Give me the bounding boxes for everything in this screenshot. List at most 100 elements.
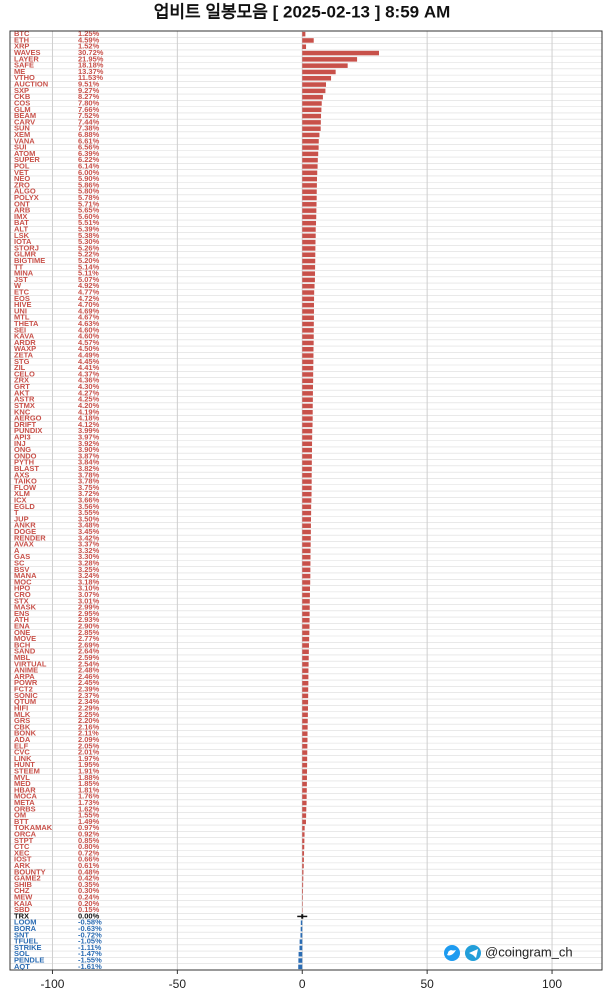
- bar: [302, 265, 316, 270]
- bar: [302, 170, 318, 176]
- value-label: 3.90%: [78, 445, 100, 454]
- bar: [302, 372, 314, 377]
- bar: [302, 454, 312, 459]
- category-label: MTL: [14, 313, 30, 322]
- bar: [302, 706, 308, 711]
- x-tick-label: 0: [299, 977, 306, 991]
- category-label: SAND: [14, 647, 36, 656]
- bar: [302, 38, 314, 43]
- value-label: 30.72%: [78, 48, 104, 57]
- value-label: 3.50%: [78, 514, 100, 523]
- value-label: 4.36%: [78, 376, 100, 385]
- bar: [302, 800, 307, 806]
- value-label: 4.69%: [78, 306, 100, 315]
- bar: [302, 151, 319, 157]
- bar: [302, 781, 307, 787]
- bar: [302, 466, 312, 472]
- category-label: JST: [14, 275, 28, 284]
- category-label: KNC: [14, 407, 31, 416]
- bar: [302, 523, 311, 528]
- category-label: VIRTUAL: [14, 659, 47, 668]
- bar: [302, 309, 314, 314]
- category-label: MEW: [14, 893, 33, 902]
- category-label: XEM: [14, 130, 30, 139]
- bar: [302, 378, 314, 384]
- category-label: STMX: [14, 401, 35, 410]
- bar: [302, 63, 348, 68]
- bar: [302, 296, 315, 302]
- value-label: 3.75%: [78, 483, 100, 492]
- category-label: MINA: [14, 269, 34, 278]
- bar: [302, 290, 315, 295]
- category-label: LSK: [14, 231, 30, 240]
- x-tick-label: 100: [542, 977, 562, 991]
- value-label: 5.39%: [78, 224, 100, 233]
- category-label: HIVE: [14, 300, 32, 309]
- value-label: 0.97%: [78, 823, 100, 832]
- category-label: STRIKE: [14, 943, 42, 952]
- value-label: 1.52%: [78, 42, 100, 51]
- value-label: 0.80%: [78, 842, 100, 851]
- value-label: 9.51%: [78, 80, 100, 89]
- category-label: ARB: [14, 206, 31, 215]
- bar: [302, 94, 323, 100]
- category-label: MANA: [14, 571, 37, 580]
- category-label: SHIB: [14, 880, 33, 889]
- bar: [302, 113, 322, 119]
- value-label: 0.92%: [78, 829, 100, 838]
- category-label: STEEM: [14, 766, 40, 775]
- value-label: 3.28%: [78, 559, 100, 568]
- category-label: ETH: [14, 35, 29, 44]
- value-label: 4.59%: [78, 35, 100, 44]
- category-label: STX: [14, 596, 29, 605]
- category-label: BEAM: [14, 111, 36, 120]
- category-label: MOCA: [14, 792, 37, 801]
- bar: [302, 561, 311, 566]
- footer-handle: @coingram_ch: [485, 944, 573, 959]
- value-label: 3.25%: [78, 565, 100, 574]
- category-label: POLYX: [14, 193, 39, 202]
- category-label: KAIA: [14, 899, 33, 908]
- bar: [302, 888, 304, 894]
- bar: [302, 447, 312, 453]
- category-label: CHZ: [14, 886, 30, 895]
- category-label: SUI: [14, 143, 27, 152]
- bar: [302, 649, 309, 655]
- category-label: ORCA: [14, 829, 37, 838]
- value-label: 5.65%: [78, 206, 100, 215]
- value-label: 0.66%: [78, 855, 100, 864]
- bar: [302, 31, 306, 37]
- value-label: 0.15%: [78, 905, 100, 914]
- bar: [302, 718, 308, 724]
- value-label: 3.37%: [78, 540, 100, 549]
- bar: [302, 365, 314, 371]
- value-label: 4.45%: [78, 357, 100, 366]
- value-label: 5.90%: [78, 174, 100, 183]
- bar: [302, 857, 304, 862]
- bar: [302, 403, 313, 409]
- value-label: -1.11%: [78, 943, 102, 952]
- value-label: 9.27%: [78, 86, 100, 95]
- bar: [302, 605, 310, 610]
- bar: [302, 416, 313, 421]
- bar: [302, 775, 307, 781]
- value-label: 5.11%: [78, 269, 99, 278]
- category-label: MED: [14, 779, 31, 788]
- value-label: 4.72%: [78, 294, 100, 303]
- value-label: 3.99%: [78, 426, 100, 435]
- bar: [302, 50, 379, 56]
- bar: [302, 441, 313, 447]
- bar: [302, 321, 314, 327]
- bar: [302, 233, 316, 239]
- category-label: A: [14, 546, 20, 555]
- bar: [302, 384, 313, 390]
- value-label: 21.95%: [78, 54, 104, 63]
- category-label: ALGO: [14, 187, 36, 196]
- value-label: 6.39%: [78, 149, 100, 158]
- bar: [302, 101, 322, 106]
- category-label: SBD: [14, 905, 30, 914]
- bar: [302, 88, 326, 94]
- value-label: 5.07%: [78, 275, 100, 284]
- bar: [302, 334, 314, 339]
